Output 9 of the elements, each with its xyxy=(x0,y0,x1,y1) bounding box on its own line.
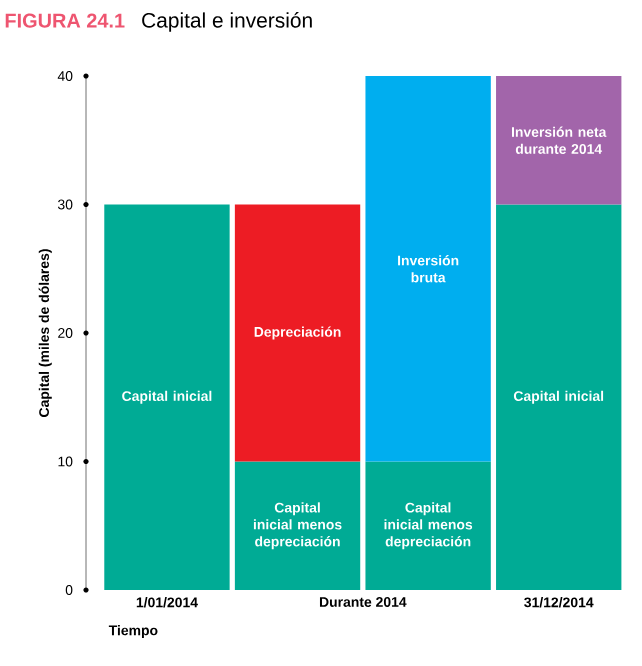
bar xyxy=(234,461,361,590)
bar xyxy=(365,76,491,462)
bar xyxy=(365,461,491,590)
bar xyxy=(496,76,622,205)
chart-title: Capital e inversión xyxy=(142,12,312,32)
bar xyxy=(496,204,622,590)
bar xyxy=(234,204,361,462)
text: FIGURA 24.1 xyxy=(5,13,125,28)
bar xyxy=(104,204,230,590)
